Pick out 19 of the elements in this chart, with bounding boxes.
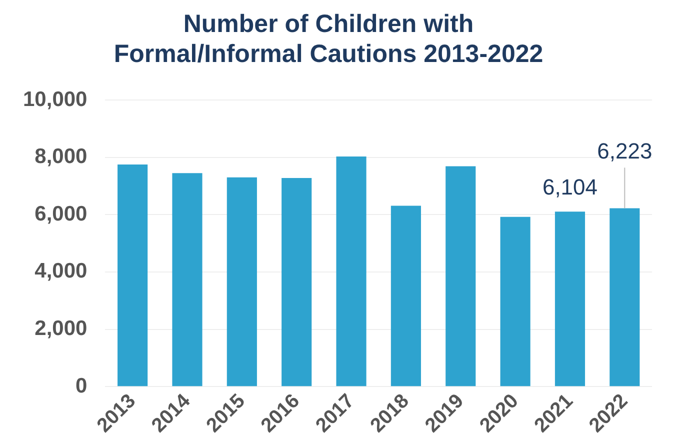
bar	[118, 164, 148, 386]
bar	[390, 206, 421, 386]
chart-title: Number of Children with Formal/Informal Cautions 2013-2022	[114, 10, 544, 68]
bar	[226, 177, 257, 386]
y-tick-label: 2,000	[34, 317, 88, 340]
y-tick-label: 8,000	[34, 145, 88, 168]
y-tick-label: 10,000	[22, 88, 88, 111]
bar	[610, 208, 640, 386]
bar	[500, 216, 530, 386]
bar	[554, 212, 586, 386]
data-label: 6,104	[542, 174, 598, 200]
bar	[172, 173, 202, 386]
y-tick-label: 0	[76, 374, 88, 398]
y-tick-label: 6,000	[34, 202, 88, 226]
bar	[336, 156, 366, 386]
data-label: 6,223	[597, 138, 652, 164]
bar	[282, 178, 312, 386]
y-tick-label: 4,000	[34, 260, 88, 283]
bar	[446, 166, 476, 386]
